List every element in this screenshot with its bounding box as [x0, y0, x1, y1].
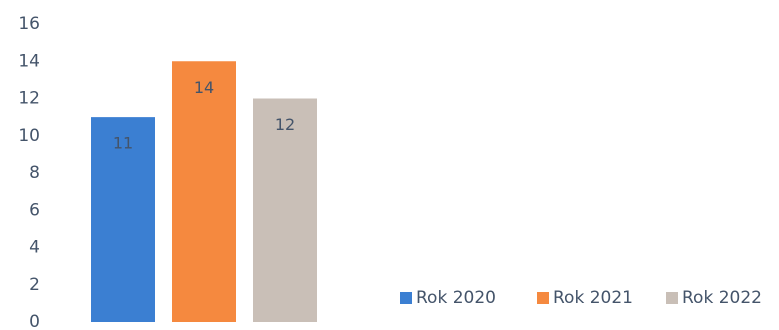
- data-label: 14: [194, 78, 214, 97]
- data-label: 12: [275, 115, 295, 134]
- y-tick-label: 6: [29, 200, 40, 220]
- y-tick-label: 12: [18, 89, 40, 109]
- legend-swatch: [666, 292, 678, 304]
- legend-label: Rok 2022: [682, 288, 762, 308]
- y-tick-label: 10: [18, 126, 40, 146]
- legend-label: Rok 2021: [553, 288, 633, 308]
- legend-swatch: [400, 292, 412, 304]
- bar: [91, 117, 155, 322]
- bar: [172, 61, 236, 322]
- legend-label: Rok 2020: [416, 288, 496, 308]
- y-tick-label: 8: [29, 163, 40, 183]
- y-tick-label: 16: [18, 14, 40, 34]
- y-tick-label: 14: [18, 51, 40, 71]
- y-tick-label: 2: [29, 275, 40, 295]
- y-tick-label: 4: [29, 238, 40, 258]
- bar: [253, 98, 317, 322]
- data-label: 11: [113, 134, 133, 153]
- legend-swatch: [537, 292, 549, 304]
- y-tick-label: 0: [29, 312, 40, 330]
